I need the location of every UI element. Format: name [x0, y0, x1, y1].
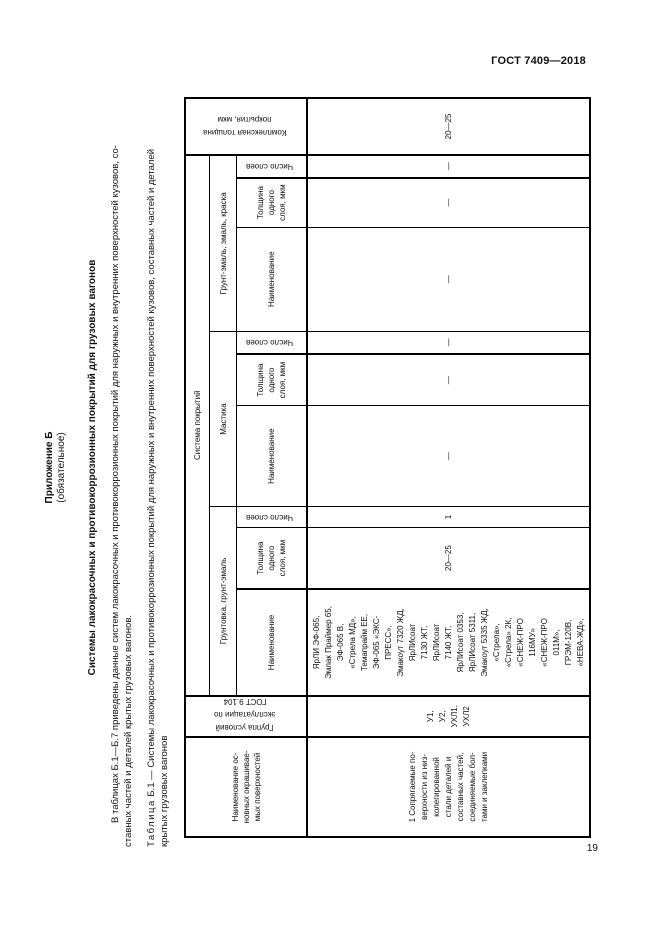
annex-title: Приложение Б	[44, 431, 55, 504]
header-enamel-thickness: Толщина одного слоя, мкм	[236, 177, 307, 228]
standard-number-header: ГОСТ 7409—2018	[491, 55, 586, 67]
cell-mastic-name: —	[307, 405, 590, 507]
header-enamel-layers-text: Число слоев	[246, 161, 294, 171]
coatings-table: Наименование ос- новных окрашивае- мых п…	[184, 97, 591, 838]
header-group-mastic: Мастика	[209, 331, 237, 507]
header-mastic-layers-text: Число слоев	[246, 337, 294, 347]
cell-surfaces: 1 Сопрягаемые по- верхности из низ- коле…	[307, 736, 590, 837]
header-mastic-layers: Число слоев	[236, 331, 307, 355]
table-caption-text: Б.1 — Системы лакокрасочных и противокор…	[146, 148, 170, 847]
cell-service-group: У1, У2, УХЛ1, УХЛ2	[307, 695, 590, 737]
section-title: Системы лакокрасочных и противокоррозион…	[87, 259, 98, 676]
header-enamel-name: Наименование	[236, 227, 307, 332]
cell-mastic-thickness: —	[307, 354, 590, 406]
cell-primer-layers: 1	[307, 506, 590, 528]
header-mastic-thickness: Толщина одного слоя, мкм	[236, 354, 307, 406]
header-service-group: Группа условий эксплуатации по ГОСТ 9.10…	[185, 695, 307, 737]
header-primer-layers: Число слоев	[236, 506, 307, 528]
header-coating-system: Система покрытий	[185, 154, 210, 696]
header-mastic-name: Наименование	[236, 405, 307, 507]
cell-total-thickness: 20—25	[307, 98, 590, 155]
header-enamel-layers: Число слоев	[236, 154, 307, 178]
cell-primer-thickness: 20—25	[307, 527, 590, 590]
header-total-thickness: Комплексная толщина покрытия, мкм	[185, 98, 307, 155]
annex-subtitle: (обязательное)	[56, 432, 67, 503]
header-primer-name: Наименование	[236, 589, 307, 696]
cell-enamel-name: —	[307, 227, 590, 332]
header-group-enamel: Грунт-эмаль, эмаль, краска	[209, 154, 237, 332]
cell-enamel-layers: —	[307, 154, 590, 178]
header-surfaces: Наименование ос- новных окрашивае- мых п…	[185, 736, 307, 837]
header-total-thickness-text: Комплексная толщина покрытия, мкм	[202, 115, 287, 138]
cell-primer-name: ЯрЛИ ЭФ-065, Эмлак Праймер 65, ЭФ-065 В,…	[307, 589, 590, 696]
table-caption: Таблица Б.1 — Системы лакокрасочных и пр…	[146, 95, 171, 847]
page-number: 19	[586, 843, 598, 854]
cell-mastic-layers: —	[307, 331, 590, 355]
table-caption-label: Таблица	[146, 799, 157, 847]
header-primer-layers-text: Число слоев	[246, 512, 294, 522]
header-group-primer: Грунтовка, грунт-эмаль	[209, 506, 237, 696]
table-row: 1 Сопрягаемые по- верхности из низ- коле…	[307, 98, 590, 837]
cell-enamel-thickness: —	[307, 177, 590, 228]
header-service-group-text: Группа условий эксплуатации по ГОСТ 9.10…	[213, 696, 276, 732]
intro-paragraph: В таблицах Б.1—Б.7 приведены данные сист…	[110, 145, 134, 847]
header-primer-thickness: Толщина одного слоя, мкм	[236, 527, 307, 590]
